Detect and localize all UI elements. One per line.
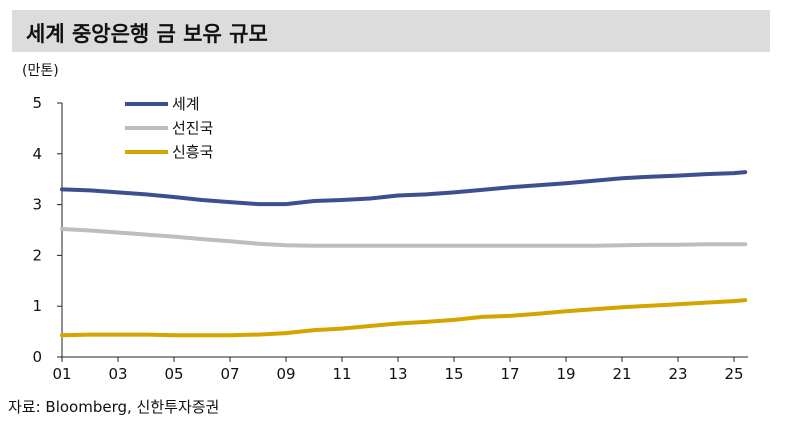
x-tick-label-21: 21 bbox=[612, 365, 631, 383]
y-tick-label-5: 5 bbox=[32, 94, 42, 112]
series-line-세계 bbox=[60, 170, 748, 207]
legend-label-신흥국: 신흥국 bbox=[172, 143, 214, 161]
y-axis-unit-label: (만톤) bbox=[22, 63, 59, 79]
y-tick-label-0: 0 bbox=[32, 348, 42, 366]
y-tick-label-2: 2 bbox=[32, 246, 42, 264]
x-tick-label-09: 09 bbox=[276, 365, 295, 383]
x-tick-label-15: 15 bbox=[444, 365, 463, 383]
x-tick-label-13: 13 bbox=[388, 365, 407, 383]
series-line-신흥국 bbox=[60, 298, 748, 338]
source-note: 자료: Bloomberg, 신한투자증권 bbox=[8, 398, 220, 416]
legend-label-선진국: 선진국 bbox=[172, 119, 214, 137]
y-tick-label-3: 3 bbox=[32, 196, 42, 214]
y-tick-label-4: 4 bbox=[32, 145, 42, 163]
x-tick-label-17: 17 bbox=[500, 365, 519, 383]
x-tick-label-23: 23 bbox=[668, 365, 687, 383]
x-tick-label-25: 25 bbox=[724, 365, 743, 383]
x-tick-label-11: 11 bbox=[332, 365, 351, 383]
x-tick-label-19: 19 bbox=[556, 365, 575, 383]
x-tick-label-01: 01 bbox=[52, 365, 71, 383]
title-bar: 세계 중앙은행 금 보유 규모 bbox=[12, 10, 770, 52]
page-title: 세계 중앙은행 금 보유 규모 bbox=[26, 22, 268, 46]
series-line-선진국 bbox=[60, 227, 748, 248]
x-tick-label-07: 07 bbox=[220, 365, 239, 383]
x-tick-label-05: 05 bbox=[164, 365, 183, 383]
legend-label-세계: 세계 bbox=[172, 95, 200, 113]
y-tick-label-1: 1 bbox=[32, 297, 42, 315]
x-tick-label-03: 03 bbox=[108, 365, 127, 383]
